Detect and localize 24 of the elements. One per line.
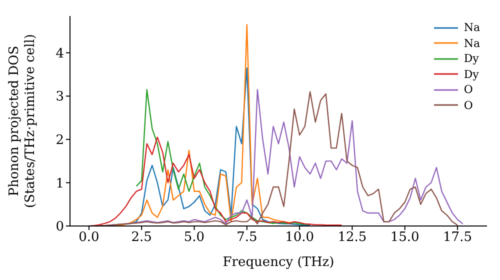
x-tick-label: 10.0 (285, 230, 314, 246)
x-tick-label: 2.5 (131, 230, 152, 246)
legend-label: Dy (464, 51, 479, 66)
line-series (136, 89, 311, 225)
y-axis-title: Phonon projected DOS (States/THz·primitive cell) (7, 34, 38, 208)
x-tick-label: 12.5 (338, 230, 367, 246)
line-series (88, 136, 342, 226)
line-series (125, 67, 311, 226)
legend-label: O (464, 82, 473, 98)
y-tick-label: 2 (56, 133, 64, 148)
y-tick-label: 0 (56, 220, 64, 235)
legend-label: Na (464, 36, 480, 51)
x-tick-label: 15.0 (390, 230, 420, 246)
y-tick-label: 1 (56, 176, 64, 192)
x-tick-label: 7.5 (236, 230, 258, 246)
y-tick-label: 4 (56, 46, 64, 62)
y-tick-label: 3 (56, 90, 64, 105)
x-tick-label: 5.0 (184, 230, 205, 246)
legend-label: Na (464, 20, 480, 36)
x-axis-title: Frequency (THz) (222, 255, 334, 270)
x-tick-label: 17.5 (443, 230, 472, 246)
x-tick-label: 0.0 (78, 230, 100, 246)
legend-label: O (464, 98, 473, 113)
legend-label: Dy (464, 66, 479, 82)
